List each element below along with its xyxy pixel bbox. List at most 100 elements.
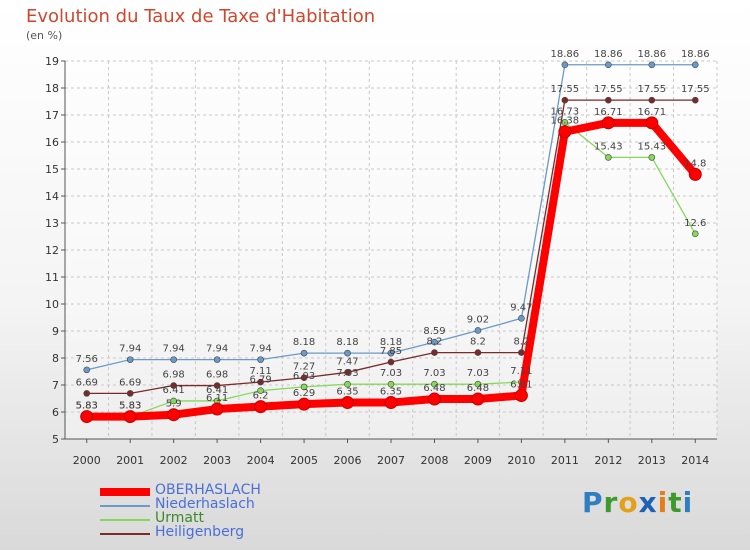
data-label: 7.85 <box>380 346 402 357</box>
data-label: 16.38 <box>551 116 580 127</box>
data-point <box>691 61 699 69</box>
data-label: 7.11 <box>249 366 271 377</box>
data-label: 7.94 <box>206 344 228 355</box>
y-tick-label: 17 <box>45 109 59 122</box>
data-label: 7.27 <box>293 362 315 373</box>
data-point <box>80 410 94 424</box>
data-point <box>601 116 615 130</box>
data-label: 8.18 <box>293 337 315 348</box>
y-tick-label: 14 <box>45 190 59 203</box>
x-tick-label: 2002 <box>160 454 188 467</box>
data-point <box>387 349 395 357</box>
series-heiligenberg <box>83 96 699 397</box>
y-tick-label: 13 <box>45 217 59 230</box>
data-label: 7.03 <box>336 368 358 379</box>
data-label: 6.41 <box>206 385 228 396</box>
data-label: 5.83 <box>76 401 98 412</box>
data-point <box>344 349 351 357</box>
data-point <box>431 349 438 356</box>
data-point <box>688 167 702 181</box>
logo-letter: i <box>682 486 694 519</box>
data-label: 7.47 <box>336 356 358 367</box>
x-tick-label: 2014 <box>681 454 709 467</box>
y-tick-label: 6 <box>52 406 59 419</box>
data-point <box>518 349 525 356</box>
data-label: 7.94 <box>163 344 185 355</box>
legend-swatch <box>100 488 150 496</box>
data-label: 6.79 <box>249 375 271 386</box>
x-tick-label: 2003 <box>203 454 231 467</box>
data-label: 7.03 <box>423 368 445 379</box>
data-point <box>514 389 528 403</box>
logo-letter: o <box>618 486 639 519</box>
data-point <box>257 378 264 386</box>
data-label: 6.48 <box>423 383 445 394</box>
data-point <box>341 396 355 410</box>
data-point <box>213 382 221 389</box>
x-tick-label: 2000 <box>73 454 101 467</box>
data-point <box>558 125 572 139</box>
y-tick-label: 15 <box>45 163 59 176</box>
data-point <box>83 366 91 374</box>
data-point <box>384 396 398 410</box>
data-label: 17.55 <box>637 84 666 95</box>
data-point <box>167 408 181 422</box>
legend-swatch <box>100 519 150 521</box>
data-point <box>474 380 482 388</box>
data-point <box>648 154 656 161</box>
data-label: 12.6 <box>684 218 706 229</box>
data-point <box>431 338 438 346</box>
data-point <box>474 327 482 334</box>
chart-unit: (en %) <box>26 29 63 42</box>
data-label: 15.43 <box>594 141 623 152</box>
data-label: 6.11 <box>206 393 228 404</box>
data-point <box>254 400 268 414</box>
data-point <box>518 315 525 322</box>
data-label: 6.61 <box>510 380 532 391</box>
y-tick-label: 9 <box>52 325 59 338</box>
logo-letter: P <box>582 486 604 519</box>
data-label: 17.55 <box>594 84 623 95</box>
series-niederhaslach <box>83 61 699 374</box>
legend-label: Urmatt <box>155 510 204 526</box>
data-label: 8.2 <box>470 337 486 348</box>
data-point <box>605 154 612 161</box>
data-label: 16.71 <box>594 107 623 118</box>
data-label: 5.83 <box>119 401 141 412</box>
data-point <box>648 61 656 69</box>
data-label: 6.35 <box>380 387 402 398</box>
data-label: 8.2 <box>427 337 443 348</box>
legend-swatch <box>100 533 150 535</box>
legend-label: OBERHASLACH <box>155 482 261 498</box>
data-label: 14.8 <box>684 158 706 169</box>
x-tick-label: 2005 <box>290 454 318 467</box>
logo-letter: x <box>638 486 658 519</box>
data-point <box>691 230 699 238</box>
data-point <box>387 358 395 366</box>
proxiti-logo: Proxiti <box>582 486 693 519</box>
data-point <box>300 349 308 357</box>
x-tick-label: 2010 <box>507 454 535 467</box>
data-label: 6.35 <box>336 387 358 398</box>
data-label: 7.03 <box>380 368 402 379</box>
data-label: 18.86 <box>594 49 623 60</box>
data-label: 16.73 <box>551 106 580 117</box>
data-label: 6.48 <box>467 383 489 394</box>
y-tick-label: 11 <box>45 271 59 284</box>
data-point <box>300 374 308 382</box>
data-point <box>297 397 311 411</box>
data-label: 6.98 <box>206 370 228 381</box>
logo-letter: t <box>668 486 683 519</box>
x-tick-label: 2006 <box>334 454 362 467</box>
y-tick-label: 5 <box>52 433 59 446</box>
x-tick-label: 2008 <box>420 454 448 467</box>
data-point <box>431 380 438 388</box>
data-label: 8.18 <box>380 337 402 348</box>
data-point <box>210 402 224 416</box>
y-tick-label: 7 <box>52 379 59 392</box>
data-point <box>648 96 656 104</box>
data-label: 7.94 <box>119 344 141 355</box>
data-point <box>474 349 482 356</box>
